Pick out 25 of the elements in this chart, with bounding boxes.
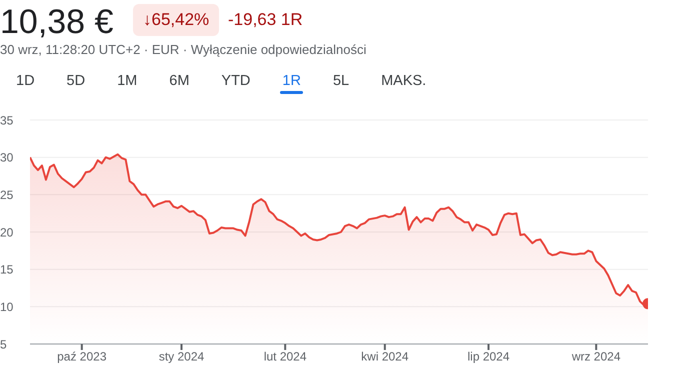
y-tick-label: 20 [0,225,14,240]
text: -19,63 1R [228,9,303,31]
text: 5L [332,73,350,89]
chart-subtitle: 30 wrz, 11:28:20 UTC+2 · EUR · Wyłączenie odpowiedzialności [0,42,366,57]
y-tick-label: 25 [0,188,14,202]
x-tick-label: lip 2024 [467,350,510,364]
x-tick-label: sty 2024 [158,350,205,364]
text: 1M [117,73,138,89]
y-tick-label: 35 [0,113,14,128]
text: MAKS. [381,73,426,89]
text: ↓65,42% [133,4,220,36]
text: 6M [169,73,190,89]
text: 1D [16,73,35,89]
x-tick-label: paź 2023 [57,350,107,364]
x-tick-label: kwi 2024 [361,350,409,364]
chart-title: 10,38 € [0,2,114,42]
y-tick-label: 5 [0,337,7,352]
x-tick-label: wrz 2024 [570,350,621,364]
y-tick-label: 10 [0,300,14,314]
text: 1R [282,73,301,89]
text: YTD [221,73,250,89]
y-tick-label: 30 [0,150,14,165]
text: 5D [66,73,86,89]
x-tick-label: lut 2024 [264,350,307,364]
y-tick-label: 15 [0,262,14,277]
